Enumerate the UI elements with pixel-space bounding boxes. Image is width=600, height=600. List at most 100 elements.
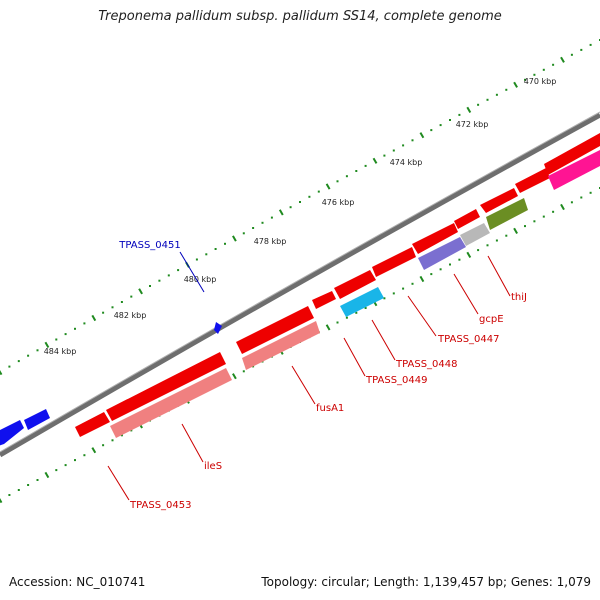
outer-tick: [345, 175, 348, 178]
leader-line: [107, 465, 130, 501]
gene-red-a: [75, 412, 110, 437]
gene-tpass-0451: [214, 322, 222, 334]
gene-label: thiJ: [511, 292, 527, 303]
inner-tick: [419, 275, 425, 283]
gene-red-g: [454, 209, 480, 229]
gene-gcpE: [418, 237, 466, 270]
ruler-label: 476 kbp: [322, 198, 355, 207]
outer-tick: [102, 311, 105, 314]
gene-grey: [460, 223, 490, 246]
gene-label: TPASS_0448: [395, 359, 457, 370]
outer-tick: [580, 48, 583, 51]
outer-tick: [289, 206, 292, 209]
leader-line: [371, 319, 396, 361]
inner-tick: [64, 464, 67, 467]
outer-tick: [542, 68, 545, 71]
gene-red-h: [480, 188, 518, 213]
outer-tick: [232, 235, 237, 242]
gene-blue-2: [24, 409, 50, 430]
leader-line: [487, 255, 511, 297]
ruler-label: 470 kbp: [524, 77, 557, 86]
ruler-label: 474 kbp: [390, 158, 423, 167]
inner-tick: [44, 471, 50, 479]
inner-tick: [0, 496, 3, 504]
inner-tick: [486, 244, 489, 247]
leader-line: [343, 337, 366, 377]
outer-tick: [91, 314, 97, 322]
inner-tick: [91, 447, 97, 454]
inner-tick: [83, 454, 86, 457]
outer-tick: [158, 279, 161, 282]
leader-line: [181, 423, 204, 463]
inner-tick: [383, 297, 386, 300]
outer-tick: [524, 78, 526, 81]
outer-tick: [8, 365, 11, 368]
gene-features: [0, 133, 600, 446]
outer-tick: [355, 170, 358, 172]
outer-tick: [430, 129, 433, 132]
outer-tick: [177, 269, 180, 272]
outer-tick: [513, 81, 518, 88]
gene-red-d: [334, 270, 376, 299]
ruler-ticks: [0, 39, 600, 504]
inner-tick: [130, 429, 133, 432]
outer-tick: [120, 301, 123, 303]
gene-label: TPASS_0453: [129, 500, 191, 511]
inner-tick: [513, 227, 518, 234]
inner-tick: [325, 324, 331, 331]
outer-tick: [74, 327, 76, 330]
ruler-label: 484 kbp: [44, 347, 77, 356]
inner-tick: [430, 273, 433, 276]
inner-tick: [524, 225, 526, 228]
outer-tick: [252, 227, 255, 229]
outer-tick: [242, 232, 245, 235]
outer-tick: [449, 119, 451, 121]
outer-tick: [0, 368, 3, 376]
gene-blue-1: [0, 420, 24, 446]
outer-tick: [486, 98, 489, 101]
outer-tick: [83, 322, 86, 325]
outer-tick: [570, 53, 573, 56]
inner-tick: [589, 191, 592, 194]
gene-ileS: [110, 368, 232, 438]
inner-tick: [552, 210, 555, 213]
outer-tick: [495, 93, 498, 96]
genome-backbone: [0, 111, 600, 458]
outer-tick: [533, 73, 536, 76]
inner-tick: [17, 489, 20, 491]
inner-tick: [345, 316, 348, 319]
gene-labels: TPASS_0451 thiJ gcpE TPASS_0447 TPASS_0448 TP…: [118, 240, 527, 511]
inner-tick: [232, 373, 237, 380]
inner-tick: [102, 444, 105, 447]
inner-tick: [560, 203, 565, 211]
outer-tick: [195, 258, 198, 261]
gene-red-j: [544, 133, 600, 175]
ruler-labels: 470 kbp 472 kbp 474 kbp 476 kbp 478 kbp 480 k…: [44, 77, 557, 356]
outer-tick: [17, 360, 20, 363]
outer-tick: [205, 253, 208, 256]
outer-tick: [477, 103, 480, 106]
inner-tick: [402, 287, 405, 290]
inner-tick: [55, 469, 58, 472]
outer-tick: [44, 341, 50, 348]
outer-tick: [392, 149, 395, 152]
gene-magenta: [548, 150, 600, 190]
outer-tick: [149, 285, 151, 287]
gene-label: fusA1: [316, 403, 344, 414]
outer-tick: [214, 248, 217, 250]
inner-tick: [439, 268, 442, 271]
outer-tick: [130, 295, 133, 298]
ruler-label: 480 kbp: [184, 275, 217, 284]
ruler-label: 472 kbp: [456, 120, 489, 129]
gene-label: gcpE: [479, 314, 504, 325]
inner-tick: [458, 258, 461, 261]
outer-tick: [270, 216, 273, 219]
gene-red-f: [412, 223, 458, 254]
outer-tick: [372, 157, 378, 164]
outer-tick: [419, 132, 425, 139]
leader-line: [291, 365, 316, 405]
label-leaders: [107, 251, 511, 501]
inner-tick: [477, 249, 480, 252]
ruler-label: 478 kbp: [254, 237, 287, 246]
outer-tick: [383, 154, 386, 157]
